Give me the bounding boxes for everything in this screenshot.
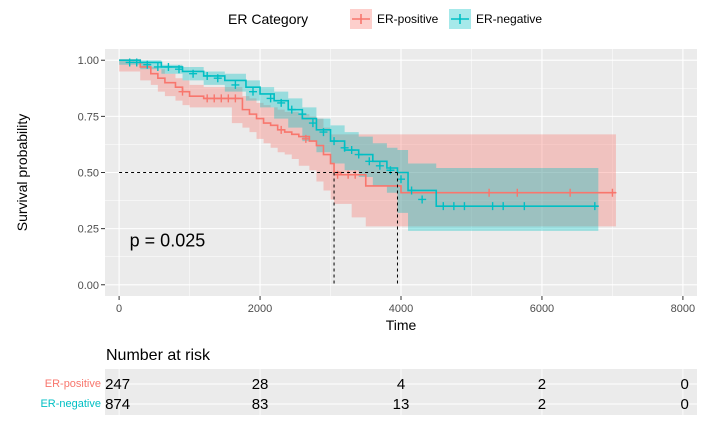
risk-count: 28 [252,376,269,393]
y-tick-label: 0.00 [78,280,99,292]
censor-mark [485,188,494,197]
risk-count: 2 [538,396,546,413]
censor-mark [231,94,240,103]
risk-count: 874 [105,396,130,413]
censor-mark [125,58,134,67]
censor-mark [153,62,162,71]
censor-mark [189,69,198,78]
censor-mark [231,80,240,89]
censor-mark [330,137,339,146]
censor-mark [520,202,529,211]
x-tick-label: 6000 [530,303,554,315]
censor-mark [210,94,219,103]
risk-count: 13 [393,396,410,413]
censor-mark [203,94,212,103]
confidence-band [119,60,599,231]
survival-curve [119,59,616,194]
censor-mark [347,146,356,155]
y-tick-label: 1.00 [78,55,99,67]
risk-table: Number at risk ER-positive 247 28 4 2 0 ER-neg… [40,347,697,415]
censor-mark [488,202,497,211]
y-axis-title: Survival probability [14,114,30,232]
censor-mark [449,202,458,211]
censor-mark [175,65,183,74]
p-value-annotation: p = 0.025 [130,231,206,251]
legend-title: ER Category [228,11,308,27]
x-tick-label: 2000 [248,303,272,315]
censor-mark [375,161,384,170]
censor-mark [143,60,152,69]
censor-mark [513,188,522,197]
censor-mark [213,74,222,83]
censor-mark [365,157,374,166]
censor-mark [590,202,599,211]
censor-mark [277,125,286,134]
censor-mark [266,94,275,103]
censor-mark [340,143,349,152]
censor-mark [164,62,173,71]
x-tick-label: 4000 [389,303,413,315]
censor-mark [354,150,363,159]
x-tick-label: 8000 [671,303,695,315]
censor-mark [460,202,469,211]
censor-mark [249,87,257,96]
x-axis-title: Time [386,317,417,333]
censor-mark [301,134,310,143]
plot-panel: p = 0.025 [105,49,697,296]
censor-mark [439,202,448,211]
censor-mark [178,87,187,96]
censor-mark [499,202,508,211]
risk-count: 0 [681,396,689,413]
risk-count: 247 [105,376,130,393]
censor-mark [224,94,233,103]
x-tick-label: 0 [116,303,122,315]
risk-count: 83 [252,396,269,413]
y-tick-label: 0.50 [78,168,99,180]
censor-mark [277,98,286,107]
censor-mark [308,119,317,128]
censor-mark [608,188,617,197]
censor-mark [217,94,226,103]
censor-mark [566,188,575,197]
risk-strata-label: ER-positive [45,378,101,390]
y-tick-label: 0.75 [78,111,99,123]
legend: ER Category ER-positive ER-negative [228,9,542,29]
censor-mark [132,58,141,67]
censor-mark [298,110,307,119]
risk-table-title: Number at risk [106,347,211,364]
censor-mark [418,195,427,204]
censor-mark [397,175,405,184]
risk-count: 0 [681,376,689,393]
legend-key-line [451,14,469,24]
risk-strata-label: ER-negative [40,398,101,410]
censor-mark [203,71,212,80]
risk-count: 4 [397,376,405,393]
legend-key-line [352,14,370,24]
risk-count: 2 [538,376,546,393]
censor-mark [319,128,328,137]
y-tick-label: 0.25 [78,224,99,236]
censor-mark [287,105,296,114]
legend-label: ER-positive [377,12,439,26]
legend-label: ER-negative [476,12,542,26]
confidence-band [119,60,616,227]
censor-mark [407,186,416,195]
